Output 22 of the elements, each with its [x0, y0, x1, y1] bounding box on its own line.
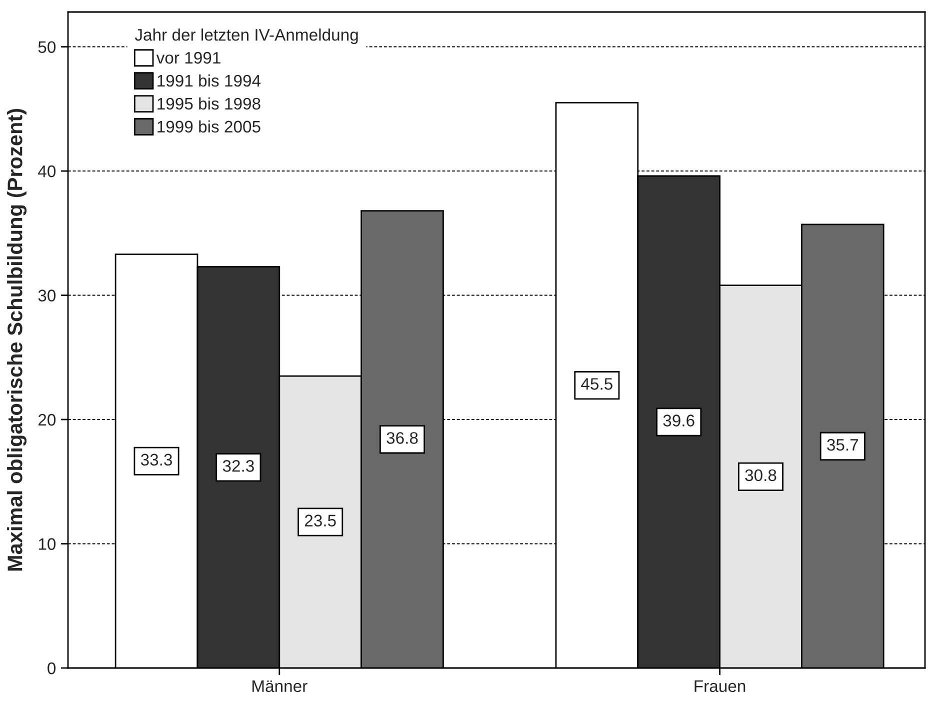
data-label: 35.7 [827, 438, 858, 451]
data-label: 33.3 [140, 454, 172, 466]
legend-label: 1999 bis 2005 [158, 120, 260, 133]
data-label: 45.5 [581, 378, 612, 390]
y-axis-title: Maximal obligatorische Schulbildung (Prozent) [7, 108, 27, 571]
y-tick-label: 40 [38, 165, 56, 178]
y-tick-label: 30 [38, 290, 56, 302]
legend-label: vor 1991 [156, 52, 220, 64]
data-label: 36.8 [386, 432, 418, 444]
legend-title: Jahr der letzten IV-Anmeldung [134, 28, 358, 44]
data-label: 32.3 [222, 460, 254, 472]
x-tick-label: Männer [252, 680, 308, 692]
y-tick-label: 10 [38, 538, 56, 550]
y-tick-label: 0 [48, 662, 56, 674]
x-tick-label: Frauen [694, 680, 746, 692]
y-tick-label: 50 [38, 41, 56, 53]
data-label: 39.6 [663, 414, 694, 426]
legend-label: 1991 bis 1994 [158, 74, 261, 87]
legend-label: 1995 bis 1998 [158, 97, 260, 110]
y-tick-label: 20 [38, 414, 56, 426]
data-label: 30.8 [745, 469, 776, 482]
data-label: 23.5 [304, 514, 336, 526]
